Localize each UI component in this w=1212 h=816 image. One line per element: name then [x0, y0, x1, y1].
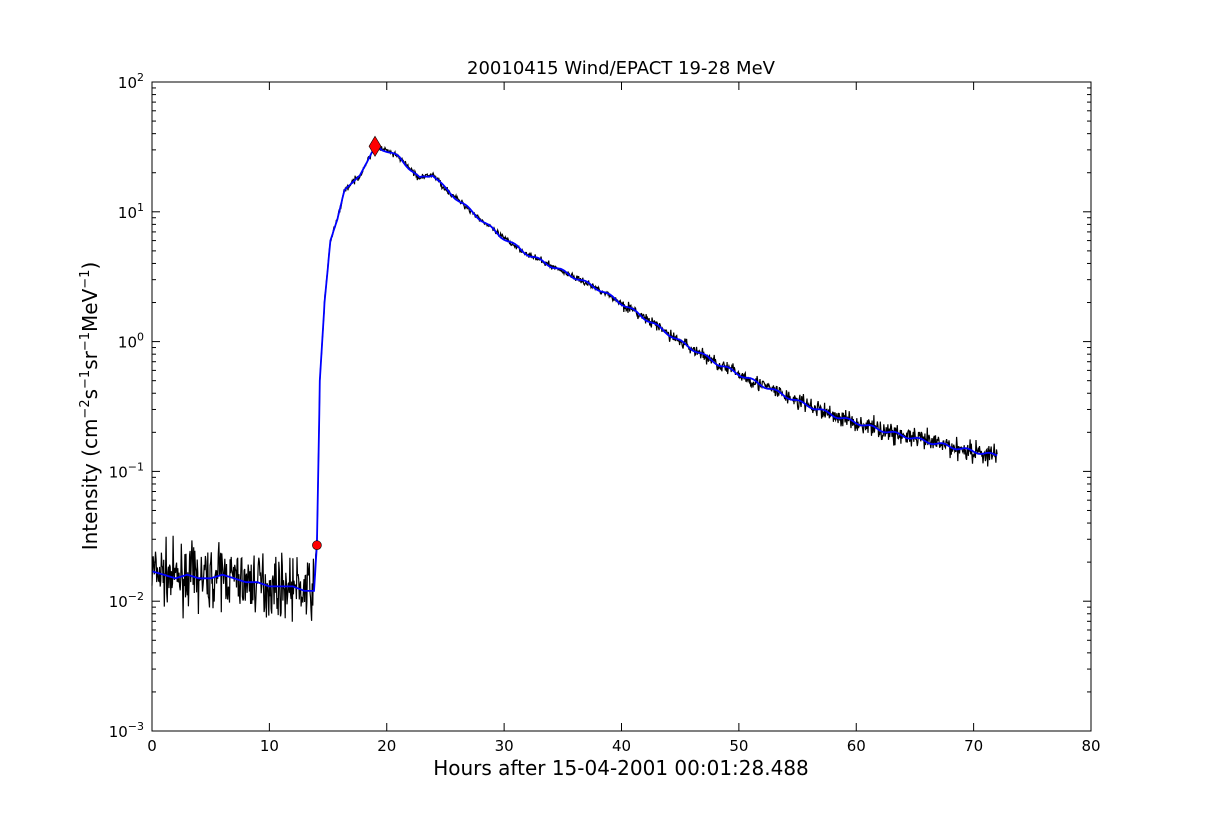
y-axis-label: Intensity (cm−2s−1sr−1MeV−1): [78, 262, 102, 551]
axes-frame: [151, 81, 1092, 732]
y-tick-label: 101: [118, 201, 144, 222]
y-label-part: −2: [78, 399, 93, 418]
x-tick-label: 10: [260, 737, 279, 755]
smoothed-intensity-line: [151, 145, 998, 592]
x-tick-label: 80: [1081, 737, 1100, 755]
y-tick-label: 10−1: [109, 460, 144, 481]
y-label-part: sr: [78, 350, 102, 369]
y-tick-label: 10−2: [109, 590, 144, 611]
y-label-part: −1: [78, 332, 93, 351]
raw-intensity-line: [151, 142, 998, 622]
x-tick-label: 50: [729, 737, 748, 755]
x-tick-label: 0: [147, 737, 157, 755]
y-label-part: −1: [78, 370, 93, 389]
y-tick-label: 100: [118, 331, 144, 352]
onset-marker: [312, 540, 322, 551]
x-tick-label: 70: [964, 737, 983, 755]
chart-title: 20010415 Wind/EPACT 19-28 MeV: [467, 58, 776, 79]
peak-marker: [368, 135, 382, 157]
y-label-part: s: [78, 389, 102, 399]
x-axis-label: Hours after 15-04-2001 00:01:28.488: [433, 756, 809, 780]
x-tick-label: 30: [495, 737, 514, 755]
x-tick-label: 40: [612, 737, 631, 755]
y-label-part: −1: [78, 270, 93, 289]
y-label-part: MeV: [78, 288, 102, 332]
y-tick-label: 10−3: [109, 720, 144, 741]
axis-ticks: 0 10 20 30 40 50 60 70 80 10−3 10−2 10−1 100 101 102: [109, 71, 1101, 755]
y-tick-label: 102: [118, 71, 144, 92]
y-label-part: Intensity (cm: [78, 419, 102, 551]
x-tick-label: 20: [377, 737, 396, 755]
y-label-part: ): [78, 262, 102, 270]
x-tick-label: 60: [847, 737, 866, 755]
plot-area: [151, 135, 998, 622]
